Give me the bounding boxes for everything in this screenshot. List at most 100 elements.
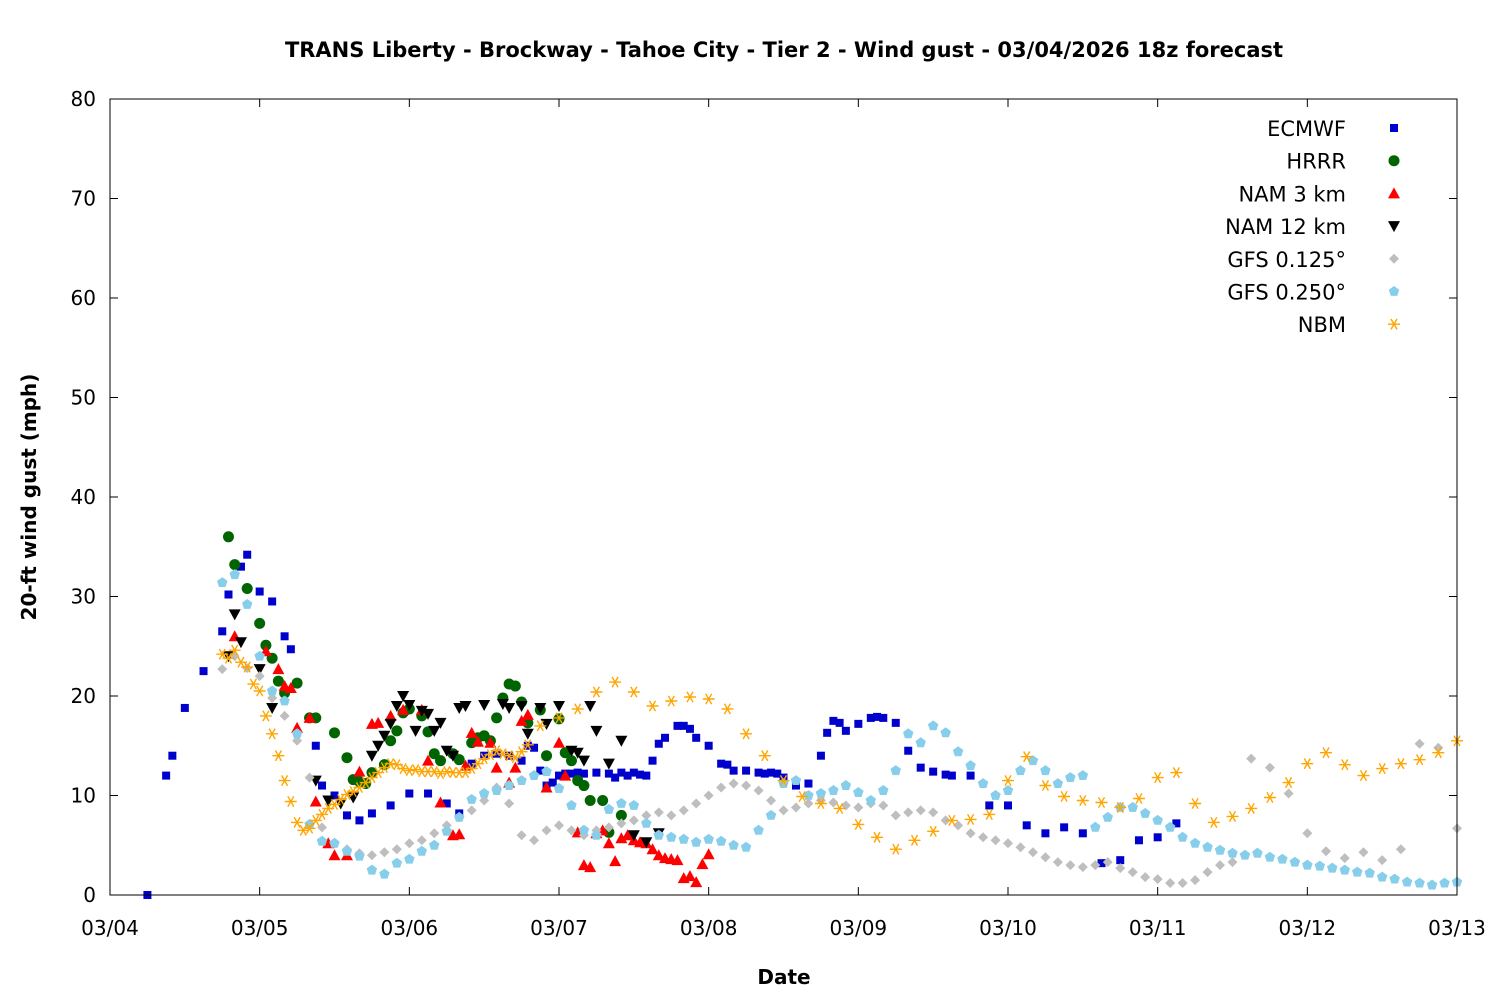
- data-point-nbm: [721, 703, 734, 715]
- data-point-ecmwf: [791, 781, 800, 790]
- data-point-gfs-0-125: [379, 847, 390, 858]
- data-point-ecmwf: [679, 721, 688, 730]
- data-point-nam-12-km: [403, 699, 416, 711]
- data-point-hrrr: [329, 727, 340, 739]
- data-point-nam-12-km: [234, 637, 247, 649]
- data-point-gfs-0-125: [429, 828, 440, 839]
- data-point-gfs-0-125: [1177, 878, 1188, 889]
- data-point-ecmwf: [442, 799, 451, 808]
- data-point-nbm: [247, 678, 260, 690]
- data-point-gfs-0-250: [391, 857, 403, 868]
- data-point-gfs-0-125: [1358, 847, 1369, 858]
- data-point-ecmwf: [236, 562, 245, 571]
- data-point-ecmwf: [654, 739, 663, 748]
- data-point-gfs-0-125: [666, 810, 677, 821]
- data-point-hrrr: [615, 809, 627, 821]
- data-point-ecmwf: [754, 768, 763, 777]
- data-point-gfs-0-250: [1077, 770, 1089, 780]
- data-point-ecmwf: [1153, 833, 1162, 842]
- data-point-nbm: [428, 766, 441, 778]
- data-point-ecmwf: [779, 773, 788, 782]
- y-tick-label: 60: [71, 286, 96, 310]
- data-point-ecmwf: [286, 645, 295, 654]
- data-point-ecmwf: [804, 779, 813, 788]
- data-point-hrrr: [453, 754, 465, 766]
- data-point-nam-3-km: [584, 861, 597, 873]
- data-point-nbm: [534, 720, 547, 732]
- data-point-gfs-0-125: [1395, 844, 1406, 855]
- data-point-gfs-0-250: [1389, 873, 1400, 884]
- data-point-gfs-0-125: [1152, 874, 1163, 885]
- data-point-nbm: [908, 834, 921, 846]
- data-point-ecmwf: [555, 771, 563, 780]
- data-point-gfs-0-125: [803, 798, 814, 809]
- data-point-gfs-0-250: [765, 809, 777, 820]
- data-point-gfs-0-125: [304, 772, 315, 783]
- data-point-ecmwf: [879, 713, 888, 722]
- data-point-gfs-0-125: [1433, 742, 1444, 753]
- data-point-nam-3-km: [702, 848, 715, 860]
- data-point-nam-3-km: [646, 843, 659, 855]
- data-point-gfs-0-250: [1414, 877, 1425, 888]
- data-point-nbm: [814, 797, 827, 810]
- data-point-gfs-0-250: [878, 785, 889, 795]
- data-point-gfs-0-125: [1339, 853, 1350, 864]
- data-point-gfs-0-250: [1065, 772, 1076, 782]
- data-point-ecmwf: [648, 756, 657, 765]
- data-point-gfs-0-125: [890, 810, 901, 821]
- data-point-gfs-0-125: [566, 825, 577, 836]
- data-point-gfs-0-125: [1015, 842, 1026, 853]
- data-point-gfs-0-250: [927, 720, 939, 731]
- data-point-gfs-0-250: [1227, 847, 1238, 858]
- data-point-nbm: [983, 808, 996, 820]
- data-point-gfs-0-250: [728, 839, 739, 850]
- data-point-gfs-0-125: [404, 838, 415, 849]
- data-point-ecmwf: [636, 770, 645, 779]
- data-point-ecmwf: [929, 767, 938, 776]
- data-point-nbm: [758, 750, 771, 762]
- data-point-nbm: [1002, 775, 1014, 787]
- data-point-nbm: [590, 686, 603, 698]
- data-point-gfs-0-250: [578, 824, 590, 835]
- data-point-ecmwf: [985, 801, 994, 810]
- data-point-nam-12-km: [590, 725, 603, 737]
- data-point-gfs-0-250: [965, 760, 976, 771]
- data-point-nam-3-km: [303, 711, 316, 723]
- data-point-nbm: [1076, 794, 1089, 807]
- data-point-ecmwf: [604, 769, 613, 778]
- data-point-gfs-0-250: [591, 829, 602, 840]
- data-point-nam-12-km: [496, 698, 509, 710]
- data-point-gfs-0-125: [641, 810, 652, 821]
- data-point-nbm: [440, 766, 453, 778]
- data-point-nam-3-km: [671, 854, 684, 866]
- x-tick-label: 03/05: [231, 916, 289, 940]
- y-tick-label: 10: [71, 784, 96, 808]
- data-point-ecmwf: [579, 769, 588, 778]
- data-point-nam-12-km: [571, 747, 584, 759]
- data-point-gfs-0-250: [441, 825, 452, 836]
- data-point-ecmwf: [916, 763, 925, 772]
- data-point-gfs-0-250: [940, 727, 951, 738]
- data-point-gfs-0-250: [616, 798, 627, 808]
- data-point-gfs-0-125: [1283, 788, 1294, 799]
- data-point-nam-12-km: [397, 691, 410, 702]
- data-point-gfs-0-125: [1414, 738, 1425, 749]
- data-point-gfs-0-250: [279, 695, 290, 706]
- data-point-nbm: [284, 795, 297, 808]
- data-point-gfs-0-250: [803, 790, 814, 800]
- data-point-ecmwf: [642, 771, 651, 780]
- data-point-gfs-0-125: [1040, 852, 1051, 863]
- legend-marker: [1388, 221, 1400, 233]
- data-point-gfs-0-250: [828, 785, 839, 795]
- data-point-nbm: [509, 752, 522, 764]
- data-point-nam-3-km: [434, 796, 447, 808]
- x-tick-label: 03/13: [1428, 916, 1486, 940]
- data-point-ecmwf: [829, 716, 838, 725]
- data-point-nbm: [403, 765, 416, 777]
- data-point-nam-12-km: [478, 699, 491, 711]
- data-point-gfs-0-250: [1015, 765, 1026, 776]
- data-point-nbm: [1039, 780, 1052, 792]
- data-point-hrrr: [509, 680, 521, 692]
- data-point-nam-12-km: [584, 700, 597, 712]
- data-point-hrrr: [491, 712, 503, 724]
